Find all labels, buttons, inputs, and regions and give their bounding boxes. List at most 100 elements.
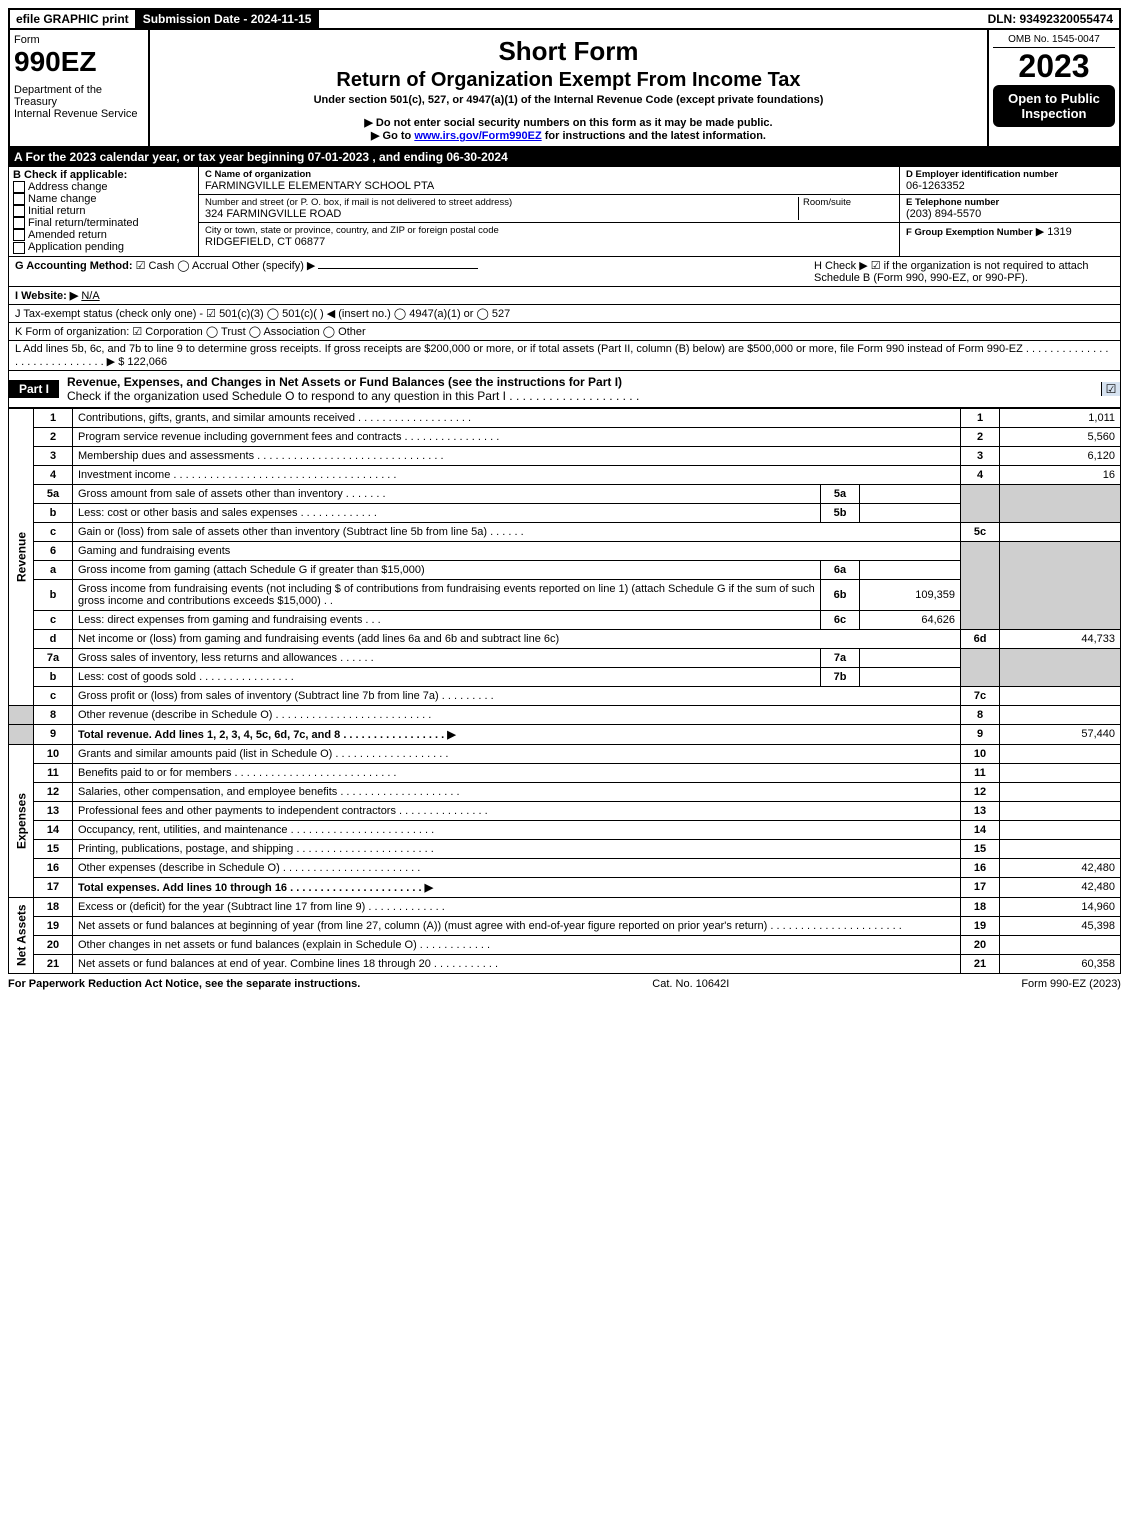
- row-4-desc: Investment income . . . . . . . . . . . …: [73, 465, 961, 484]
- entity-info: B Check if applicable: Address change Na…: [8, 166, 1121, 257]
- row-12-rn: 12: [961, 782, 1000, 801]
- chk-namechange[interactable]: Name change: [13, 193, 194, 205]
- row-5b-sl: 5b: [821, 503, 860, 522]
- row-17-desc: Total expenses. Add lines 10 through 16 …: [73, 877, 961, 897]
- row-18-desc: Excess or (deficit) for the year (Subtra…: [73, 897, 961, 916]
- row-2-num: 2: [34, 427, 73, 446]
- row-7a-desc: Gross sales of inventory, less returns a…: [73, 648, 821, 667]
- row-11-rn: 11: [961, 763, 1000, 782]
- chk-address[interactable]: Address change: [13, 181, 194, 193]
- chk-final[interactable]: Final return/terminated: [13, 217, 194, 229]
- row-19-amt: 45,398: [1000, 916, 1121, 935]
- row-5a-sv: [860, 484, 961, 503]
- row-14-amt: [1000, 820, 1121, 839]
- row-5c-amt: [1000, 522, 1121, 541]
- note-goto-pre: ▶ Go to: [371, 130, 414, 142]
- street: 324 FARMINGVILLE ROAD: [205, 208, 798, 220]
- org-name-label: C Name of organization: [205, 169, 893, 180]
- row-6a-desc: Gross income from gaming (attach Schedul…: [73, 560, 821, 579]
- line-h: H Check ▶ ☑ if the organization is not r…: [814, 259, 1114, 284]
- chk-pending[interactable]: Application pending: [13, 241, 194, 253]
- accounting-opts: ☑ Cash ◯ Accrual Other (specify) ▶: [136, 260, 316, 272]
- row-15-desc: Printing, publications, postage, and shi…: [73, 839, 961, 858]
- footer-center: Cat. No. 10642I: [652, 978, 729, 990]
- row-18-rn: 18: [961, 897, 1000, 916]
- row-8-desc: Other revenue (describe in Schedule O) .…: [73, 705, 961, 724]
- row-12-num: 12: [34, 782, 73, 801]
- dln: DLN: 93492320055474: [982, 10, 1119, 28]
- row-16-desc: Other expenses (describe in Schedule O) …: [73, 858, 961, 877]
- row-7b-sl: 7b: [821, 667, 860, 686]
- city-label: City or town, state or province, country…: [205, 225, 893, 236]
- row-17-rn: 17: [961, 877, 1000, 897]
- chk-initial[interactable]: Initial return: [13, 205, 194, 217]
- dept-line1: Department of the Treasury: [14, 84, 144, 108]
- row-7ab-grey-amt: [1000, 648, 1121, 686]
- chk-amended[interactable]: Amended return: [13, 229, 194, 241]
- part-1-label: Part I: [9, 380, 59, 398]
- row-6a-sl: 6a: [821, 560, 860, 579]
- row-4-num: 4: [34, 465, 73, 484]
- row-13-amt: [1000, 801, 1121, 820]
- row-14-desc: Occupancy, rent, utilities, and maintena…: [73, 820, 961, 839]
- row-6c-sv: 64,626: [860, 610, 961, 629]
- website-value: N/A: [81, 290, 99, 302]
- row-6b-sl: 6b: [821, 579, 860, 610]
- row-5c-desc: Gain or (loss) from sale of assets other…: [73, 522, 961, 541]
- row-5c-rn: 5c: [961, 522, 1000, 541]
- header-right: OMB No. 1545-0047 2023 Open to Public In…: [989, 30, 1119, 146]
- group-exempt-label: F Group Exemption Number: [906, 227, 1033, 238]
- street-label: Number and street (or P. O. box, if mail…: [205, 197, 798, 208]
- footer-right: Form 990-EZ (2023): [1021, 978, 1121, 990]
- row-5a-sl: 5a: [821, 484, 860, 503]
- ein: 06-1263352: [906, 180, 1114, 192]
- row-11-num: 11: [34, 763, 73, 782]
- box-b-title: B Check if applicable:: [13, 169, 194, 181]
- row-6b-sv: 109,359: [860, 579, 961, 610]
- row-6c-sl: 6c: [821, 610, 860, 629]
- irs-link[interactable]: www.irs.gov/Form990EZ: [414, 130, 541, 142]
- omb-number: OMB No. 1545-0047: [993, 34, 1115, 48]
- row-16-rn: 16: [961, 858, 1000, 877]
- accounting-label: G Accounting Method:: [15, 260, 133, 272]
- row-5b-num: b: [34, 503, 73, 522]
- note-goto: ▶ Go to www.irs.gov/Form990EZ for instru…: [154, 129, 983, 142]
- row-3-rn: 3: [961, 446, 1000, 465]
- efile-label[interactable]: efile GRAPHIC print: [10, 10, 137, 28]
- netassets-section-label: Net Assets: [9, 897, 34, 973]
- line-l: L Add lines 5b, 6c, and 7b to line 9 to …: [8, 341, 1121, 371]
- row-9-num: 9: [34, 724, 73, 744]
- group-exempt: ▶ 1319: [1036, 226, 1072, 238]
- row-6d-amt: 44,733: [1000, 629, 1121, 648]
- row-9-rn: 9: [961, 724, 1000, 744]
- row-3-num: 3: [34, 446, 73, 465]
- box-c: C Name of organization FARMINGVILLE ELEM…: [199, 167, 900, 256]
- row-1-desc: Contributions, gifts, grants, and simila…: [73, 408, 961, 427]
- chk-namechange-label: Name change: [28, 193, 97, 205]
- row-20-desc: Other changes in net assets or fund bala…: [73, 935, 961, 954]
- line-g-h: G Accounting Method: ☑ Cash ◯ Accrual Ot…: [8, 257, 1121, 287]
- row-19-num: 19: [34, 916, 73, 935]
- part-1-title-text: Revenue, Expenses, and Changes in Net As…: [67, 375, 622, 389]
- chk-amended-label: Amended return: [28, 229, 107, 241]
- row-6d-num: d: [34, 629, 73, 648]
- rev-spacer2: [9, 724, 34, 744]
- row-7c-amt: [1000, 686, 1121, 705]
- row-7b-desc: Less: cost of goods sold . . . . . . . .…: [73, 667, 821, 686]
- part-1-title: Revenue, Expenses, and Changes in Net As…: [59, 371, 1101, 407]
- row-6d-desc: Net income or (loss) from gaming and fun…: [73, 629, 961, 648]
- org-name: FARMINGVILLE ELEMENTARY SCHOOL PTA: [205, 180, 893, 192]
- row-13-desc: Professional fees and other payments to …: [73, 801, 961, 820]
- row-21-num: 21: [34, 954, 73, 973]
- row-9-amt: 57,440: [1000, 724, 1121, 744]
- phone-label: E Telephone number: [906, 197, 1114, 208]
- schedule-o-checkbox[interactable]: ☑: [1101, 382, 1120, 396]
- row-1-num: 1: [34, 408, 73, 427]
- revenue-section-label: Revenue: [9, 408, 34, 705]
- row-7a-num: 7a: [34, 648, 73, 667]
- row-15-num: 15: [34, 839, 73, 858]
- row-9-desc: Total revenue. Add lines 1, 2, 3, 4, 5c,…: [73, 724, 961, 744]
- row-2-amt: 5,560: [1000, 427, 1121, 446]
- row-20-amt: [1000, 935, 1121, 954]
- row-21-rn: 21: [961, 954, 1000, 973]
